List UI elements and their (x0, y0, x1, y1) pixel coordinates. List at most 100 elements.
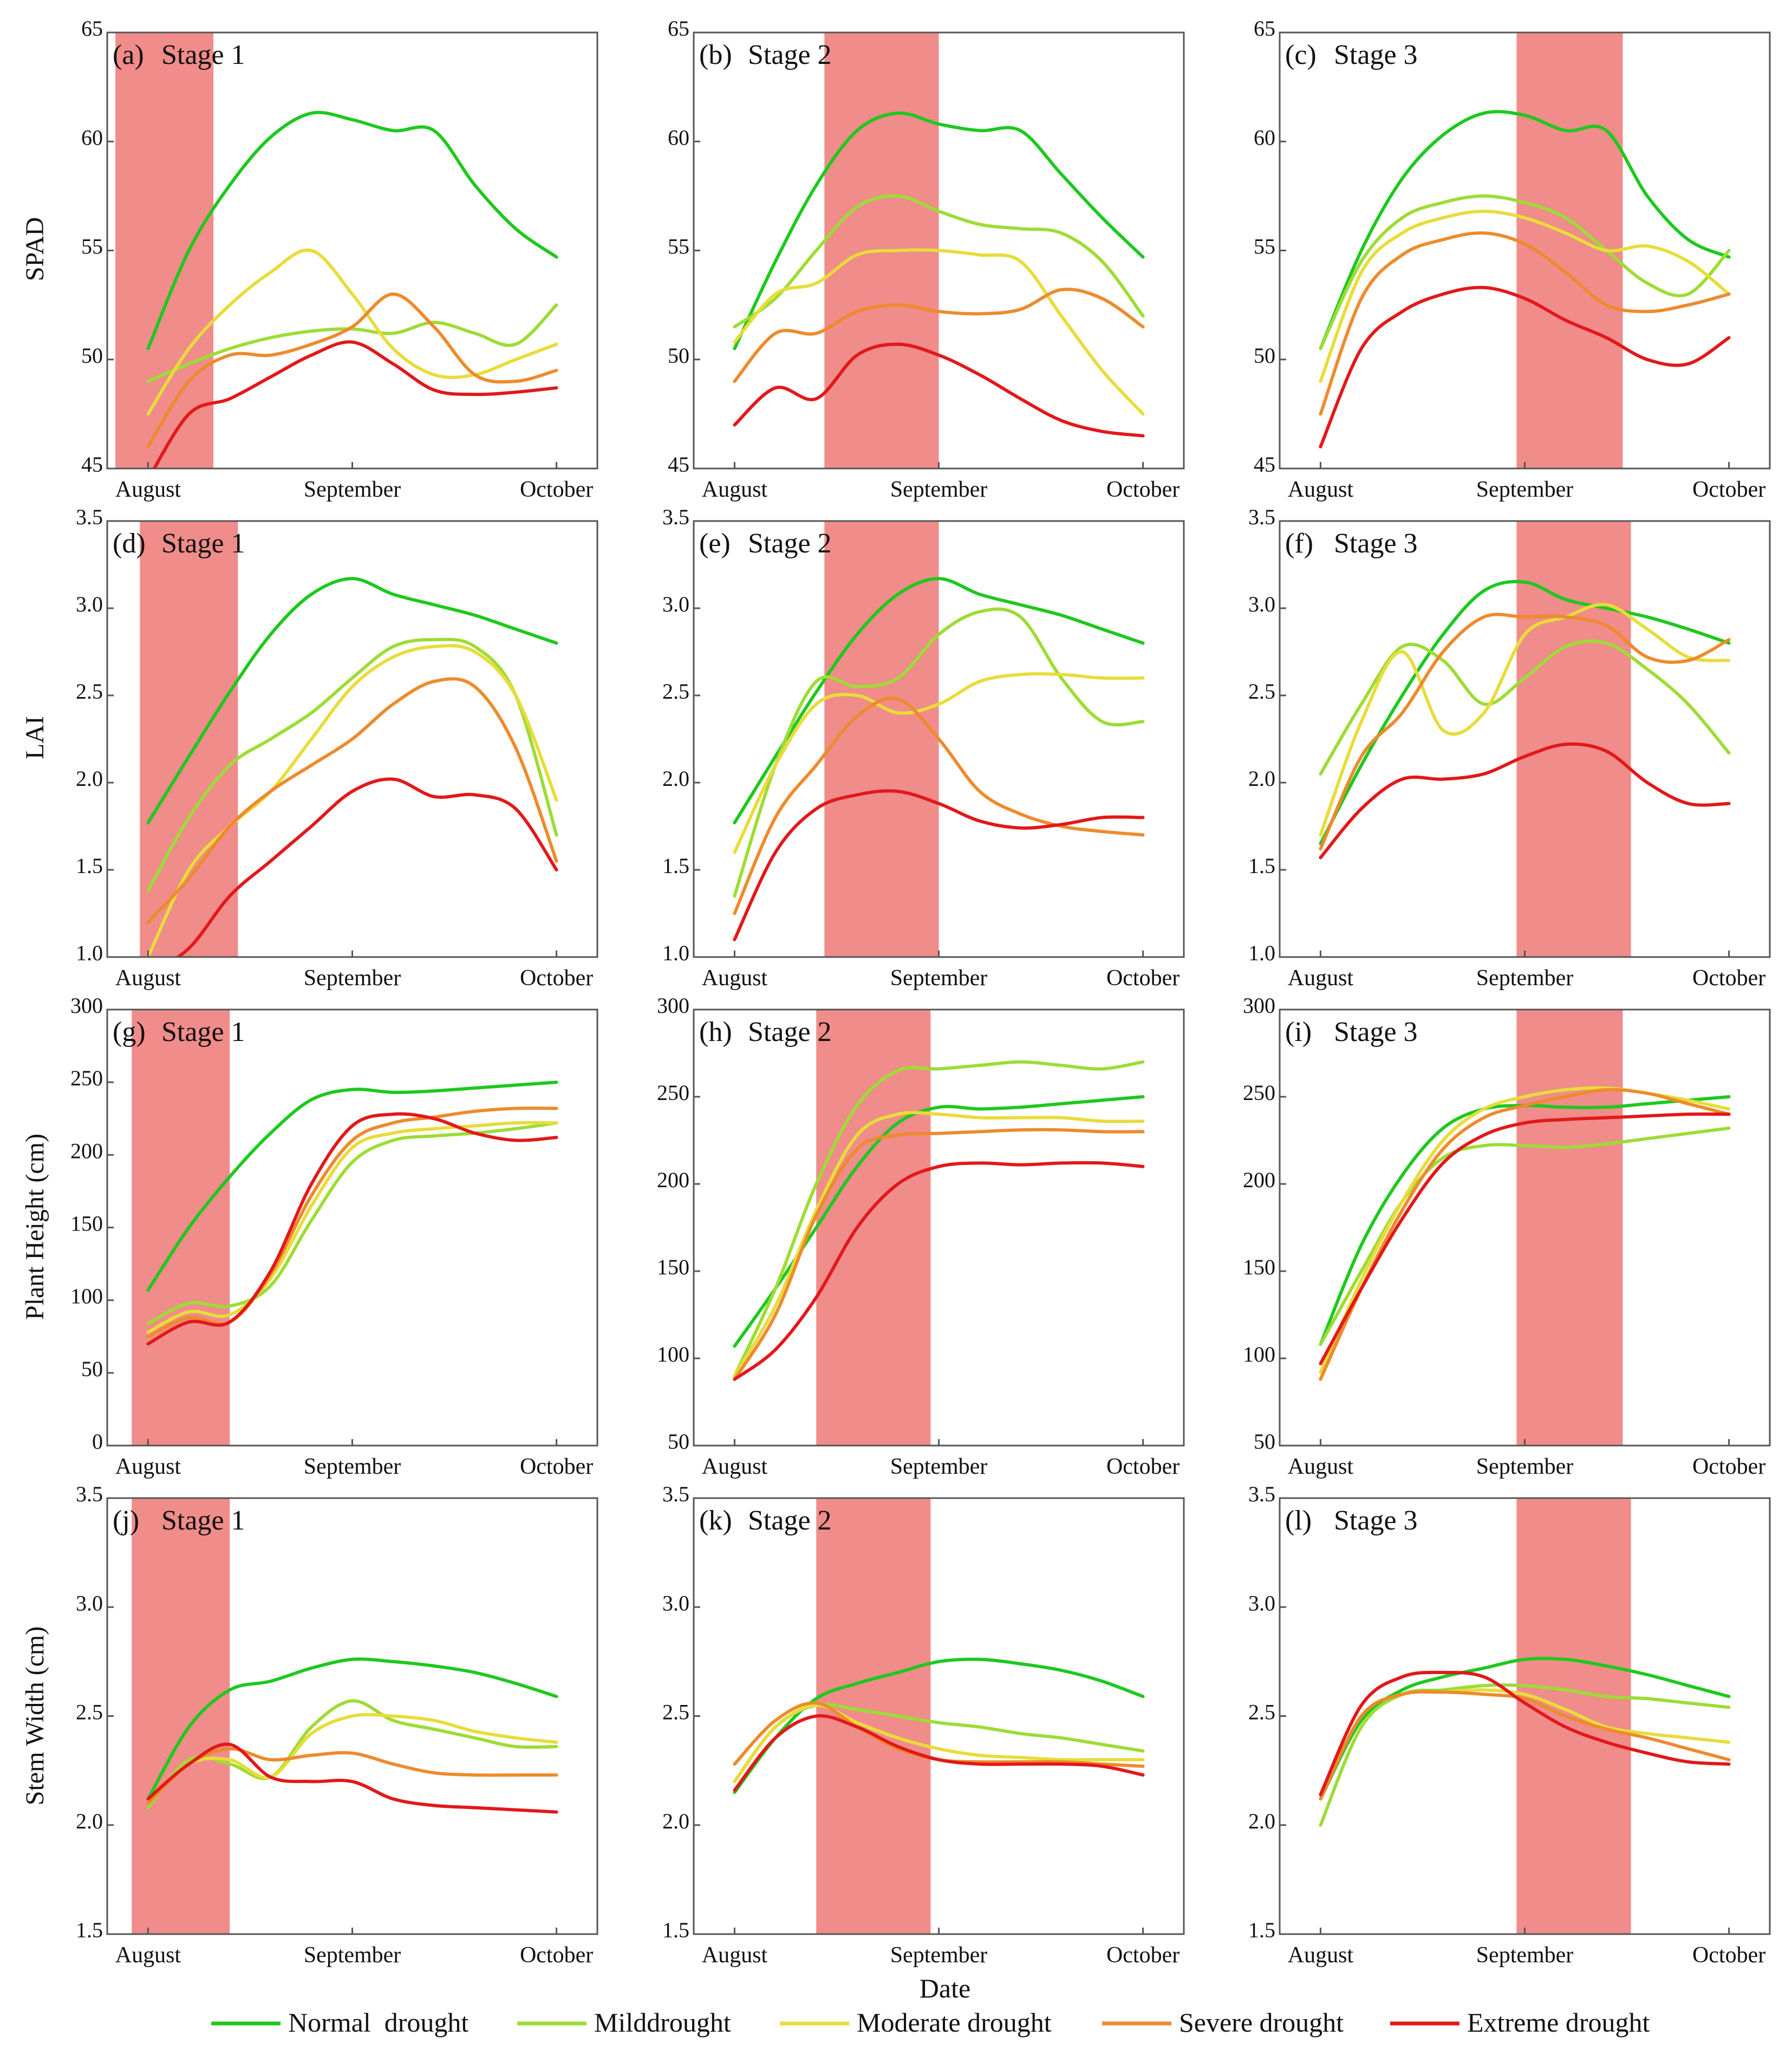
panel-title: Stage 3 (1334, 1017, 1418, 1047)
y-tick-label: 45 (668, 452, 689, 477)
panel-j: 1.5 2.0 2.5 3.0 3.5 August September October (j)… (76, 1482, 598, 1968)
stress-period-band (132, 1010, 230, 1446)
x-tick-label-september: September (1476, 966, 1574, 991)
y-tick-label: 0 (92, 1429, 103, 1454)
y-tick-label: 2.0 (662, 1809, 689, 1833)
y-tick-label: 2.0 (1248, 766, 1275, 791)
y-tick-label: 2.5 (1248, 679, 1275, 704)
panel-label: (i) (1285, 1017, 1312, 1047)
y-tick-label: 3.5 (1248, 1482, 1275, 1506)
y-tick-label: 45 (1254, 452, 1275, 477)
y-tick-label: 60 (1254, 125, 1275, 149)
stress-period-band (824, 521, 939, 957)
series-line-extreme (175, 777, 558, 957)
x-tick-label-august: August (115, 477, 181, 502)
series-group (1319, 580, 1731, 860)
y-tick-label: 2.0 (76, 1809, 103, 1833)
x-tick-label-september: September (304, 1454, 401, 1479)
stress-period-band (140, 521, 238, 957)
panel-label: (d) (113, 528, 146, 559)
panel-l: 1.5 2.0 2.5 3.0 3.5 August September October (l)… (1248, 1482, 1771, 1968)
series-line-mild (733, 607, 1145, 898)
stress-period-band (132, 1498, 230, 1934)
panel-title: Stage 2 (748, 40, 832, 70)
x-tick-label-august: August (1288, 1943, 1354, 1968)
panel-title: Stage 2 (748, 1017, 832, 1047)
y-tick-label: 100 (1243, 1342, 1275, 1366)
stress-period-band (1516, 521, 1631, 957)
y-tick-label: 1.5 (662, 1918, 689, 1942)
series-group (146, 1657, 558, 1814)
stress-period-band (115, 32, 214, 468)
x-tick-label-october: October (1106, 477, 1180, 502)
x-tick-label-october: October (1692, 1943, 1765, 1968)
y-tick-label: 100 (70, 1284, 103, 1309)
series-line-moderate (733, 248, 1145, 416)
series-line-mild (1319, 639, 1731, 776)
y-tick-label: 250 (70, 1066, 103, 1090)
x-tick-label-october: October (1106, 966, 1180, 991)
series-line-extreme (733, 1714, 1145, 1792)
y-tick-label: 3.0 (1248, 592, 1275, 616)
y-tick-label: 1.5 (1248, 1918, 1275, 1942)
x-tick-label-september: September (890, 966, 988, 991)
y-tick-label: 1.5 (662, 854, 689, 878)
x-tick-label-september: September (890, 1943, 988, 1968)
panel-title: Stage 2 (748, 528, 832, 559)
series-group (733, 1060, 1145, 1381)
y-tick-label: 2.0 (1248, 1809, 1275, 1833)
y-tick-label: 2.0 (76, 766, 103, 791)
y-tick-label: 300 (1243, 993, 1275, 1018)
x-tick-label-september: September (890, 477, 988, 502)
series-line-mild (1319, 194, 1731, 350)
x-tick-label-august: August (115, 1943, 181, 1968)
row-ylabel-spad: SPAD (21, 217, 49, 281)
series-line-normal (146, 110, 558, 350)
y-tick-label: 3.5 (76, 505, 103, 529)
series-line-extreme (1319, 1670, 1731, 1797)
panel-title: Stage 3 (1334, 40, 1418, 70)
panel-title: Stage 2 (748, 1505, 832, 1536)
x-tick-label-october: October (1692, 477, 1765, 502)
y-tick-label: 2.5 (662, 1700, 689, 1724)
y-tick-label: 55 (81, 235, 103, 259)
y-tick-label: 250 (657, 1081, 689, 1105)
series-group (1319, 1086, 1731, 1381)
legend-label-moderate: Moderate drought (857, 2007, 1052, 2038)
series-line-normal (1319, 1657, 1731, 1801)
y-tick-label: 3.0 (662, 1591, 689, 1615)
series-line-extreme (1319, 1112, 1731, 1365)
legend-label-severe: Severe drought (1179, 2007, 1344, 2038)
series-group (146, 577, 558, 957)
panel-label: (l) (1285, 1505, 1312, 1536)
series-line-moderate (146, 248, 558, 416)
y-tick-label: 150 (1243, 1255, 1275, 1279)
y-tick-label: 1.0 (76, 941, 103, 965)
x-tick-label-september: September (1476, 477, 1574, 502)
x-tick-label-august: August (1288, 477, 1354, 502)
x-tick-label-october: October (520, 1943, 593, 1968)
series-line-moderate (733, 1703, 1145, 1784)
panel-d: 1.0 1.5 2.0 2.5 3.0 3.5 August September October… (76, 505, 598, 991)
panel-c: 45 50 55 60 65 August September October (c) Stage… (1254, 16, 1771, 502)
y-tick-label: 3.5 (76, 1482, 103, 1506)
panel-h: 50 100 150 200 250 300 August September October (… (657, 993, 1185, 1479)
series-line-mild (733, 194, 1145, 329)
y-tick-label: 65 (81, 16, 103, 41)
series-line-severe (1319, 231, 1731, 416)
panel-label: (e) (699, 528, 731, 559)
y-tick-label: 3.0 (662, 592, 689, 616)
panel-label: (k) (699, 1505, 732, 1536)
x-tick-label-august: August (702, 477, 768, 502)
y-tick-label: 1.0 (1248, 941, 1275, 965)
series-line-extreme (733, 789, 1145, 941)
stress-period-band (1516, 1498, 1631, 1934)
series-group (1319, 110, 1731, 448)
series-line-severe (1319, 613, 1731, 851)
series-line-extreme (152, 340, 558, 468)
series-line-moderate (146, 1121, 558, 1334)
panel-label: (g) (113, 1017, 146, 1047)
y-tick-label: 150 (657, 1255, 689, 1279)
stress-period-band (816, 1010, 931, 1446)
